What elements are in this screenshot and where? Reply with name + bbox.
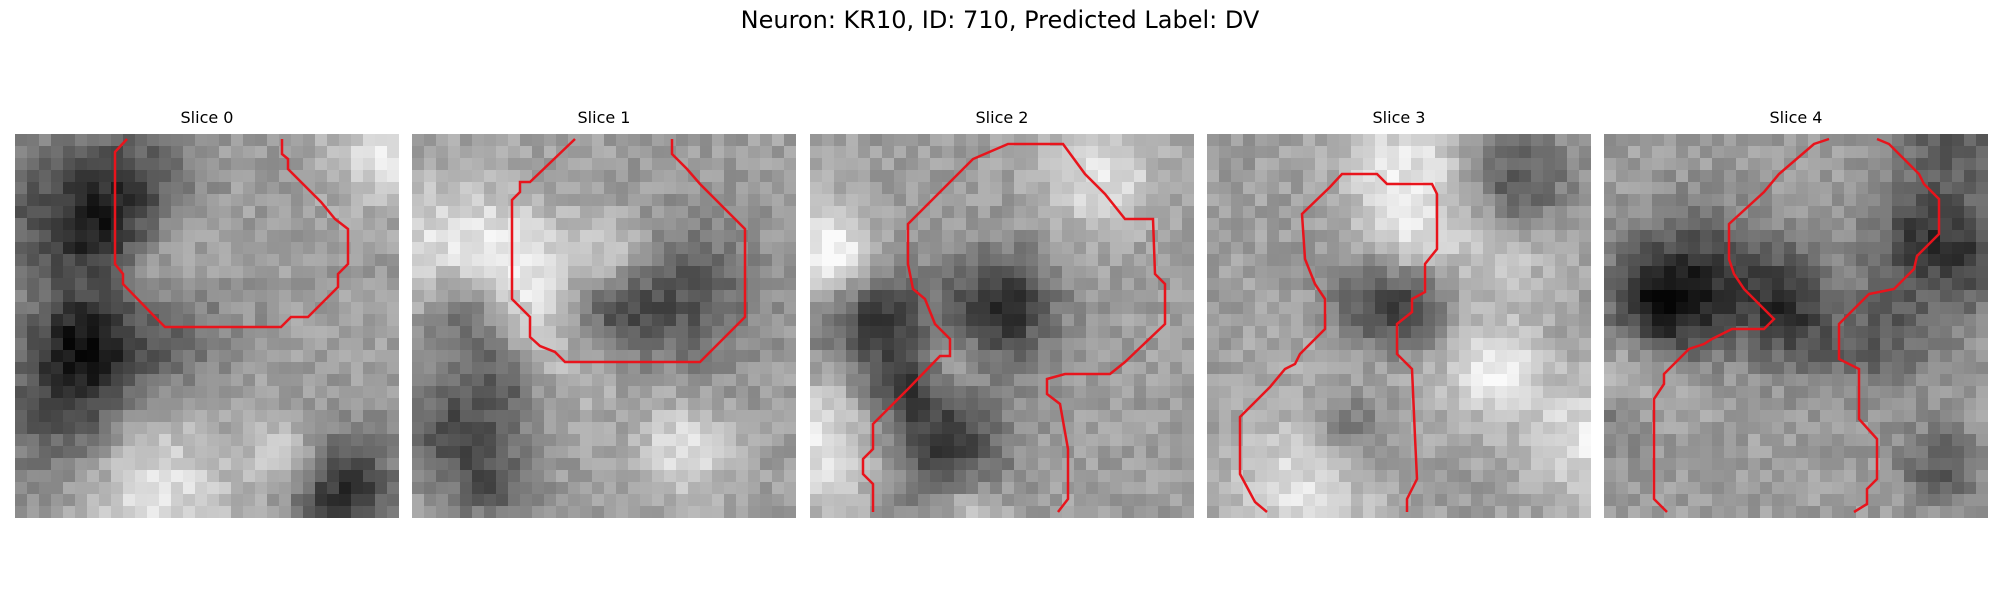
slice-title: Slice 1 bbox=[577, 108, 631, 127]
slice-image bbox=[1604, 134, 1988, 518]
slice-image bbox=[1207, 134, 1591, 518]
segmentation-outline bbox=[1238, 172, 1439, 513]
slice-title: Slice 2 bbox=[975, 108, 1029, 127]
slice-title: Slice 3 bbox=[1372, 108, 1426, 127]
figure-title: Neuron: KR10, ID: 710, Predicted Label: … bbox=[740, 6, 1260, 34]
slice-title: Slice 0 bbox=[180, 108, 234, 127]
segmentation-outline bbox=[861, 142, 1167, 513]
segmentation-outline bbox=[1652, 137, 1830, 513]
slice-title: Slice 4 bbox=[1769, 108, 1823, 127]
segmentation-outline bbox=[113, 138, 350, 329]
segmentation-outline bbox=[510, 138, 747, 364]
slice-image bbox=[15, 134, 399, 518]
slice-image bbox=[810, 134, 1194, 518]
slice-image bbox=[412, 134, 796, 518]
segmentation-outline bbox=[1837, 137, 1941, 514]
